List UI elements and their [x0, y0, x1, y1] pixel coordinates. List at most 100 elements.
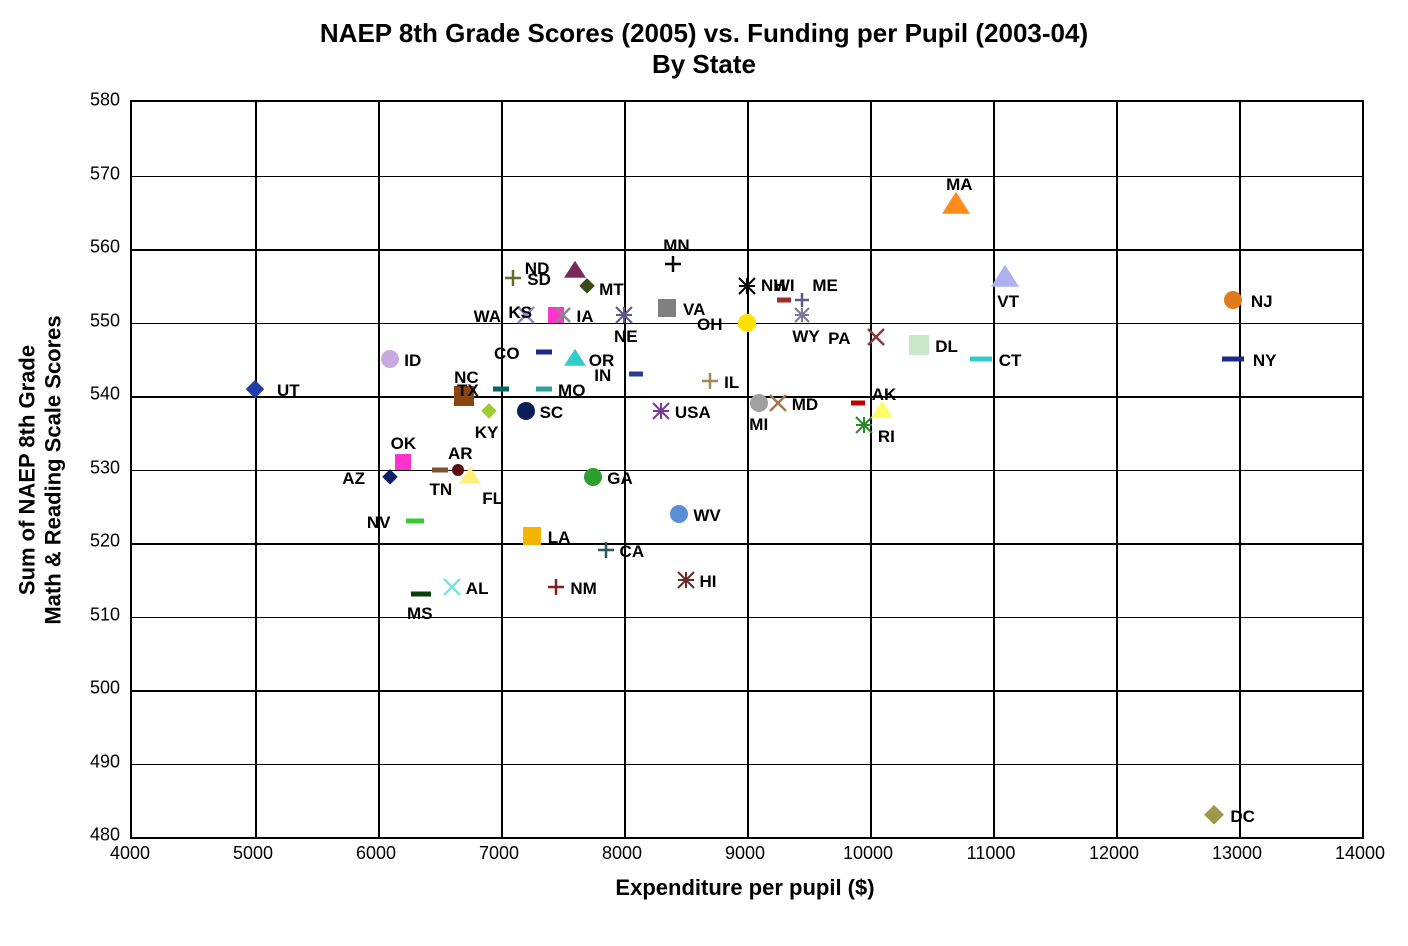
data-point-label: DL — [935, 337, 958, 357]
data-point-label: CA — [620, 542, 645, 562]
data-point — [564, 261, 586, 278]
data-point — [406, 518, 424, 523]
data-point — [382, 469, 398, 485]
data-point — [856, 417, 872, 433]
y-gridline — [132, 690, 1362, 692]
data-point — [579, 278, 595, 294]
data-point-label: OK — [391, 434, 417, 454]
data-point — [795, 308, 809, 322]
y-axis-label-line2: Math & Reading Scale Scores — [40, 102, 66, 837]
data-point — [970, 357, 992, 362]
data-point — [770, 395, 786, 411]
y-tick-label: 560 — [90, 237, 120, 258]
data-point-label: AL — [466, 579, 489, 599]
data-point-label: VT — [997, 292, 1019, 312]
data-point — [658, 299, 676, 317]
y-tick-label: 510 — [90, 604, 120, 625]
data-point — [670, 505, 688, 523]
data-point — [702, 373, 718, 389]
data-point-label: TN — [430, 480, 453, 500]
data-point-label: MI — [749, 415, 768, 435]
y-tick-label: 500 — [90, 678, 120, 699]
x-tick-label: 9000 — [725, 843, 765, 864]
y-tick-label: 580 — [90, 90, 120, 111]
x-tick-label: 11000 — [967, 843, 1016, 864]
data-point — [584, 468, 602, 486]
data-point-label: NM — [570, 579, 596, 599]
data-point-label: AR — [448, 444, 473, 464]
data-point-label: NE — [614, 327, 638, 347]
data-point — [432, 467, 448, 472]
data-point-label: NV — [367, 513, 391, 533]
data-point-label: FL — [482, 489, 503, 509]
data-point — [665, 256, 681, 272]
chart-title: NAEP 8th Grade Scores (2005) vs. Funding… — [0, 18, 1408, 80]
data-point — [246, 380, 264, 398]
data-point-label: DC — [1230, 807, 1255, 827]
data-point-label: NJ — [1251, 292, 1273, 312]
data-point-label: WI — [774, 276, 795, 296]
data-point-label: AZ — [342, 469, 365, 489]
data-point-label: MO — [558, 381, 585, 401]
y-gridline — [132, 617, 1362, 619]
data-point-label: KY — [475, 423, 499, 443]
data-point-label: MD — [792, 395, 818, 415]
data-point — [1204, 805, 1224, 825]
data-point — [750, 394, 768, 412]
data-point — [777, 298, 791, 303]
data-point-label: HI — [700, 572, 717, 592]
data-point — [517, 402, 535, 420]
data-point — [629, 371, 643, 376]
data-point — [871, 400, 893, 417]
data-point — [444, 579, 460, 595]
data-point — [1224, 291, 1242, 309]
data-point-label: ND — [525, 259, 550, 279]
y-tick-label: 520 — [90, 531, 120, 552]
data-point — [505, 270, 521, 286]
y-gridline — [132, 176, 1362, 178]
data-point — [851, 401, 865, 406]
x-tick-label: 12000 — [1089, 843, 1139, 864]
data-point-label: GA — [607, 469, 633, 489]
data-point — [523, 527, 541, 545]
data-point — [616, 307, 632, 323]
data-point-label: MT — [599, 280, 624, 300]
data-point-label: TX — [457, 381, 479, 401]
data-point-label: UT — [277, 381, 300, 401]
data-point — [909, 335, 929, 355]
data-point-label: LA — [548, 528, 571, 548]
y-gridline — [132, 470, 1362, 472]
data-point — [738, 314, 756, 332]
data-point-label: RI — [878, 427, 895, 447]
data-point-label: WY — [792, 327, 819, 347]
y-gridline — [132, 764, 1362, 766]
data-point — [868, 329, 884, 345]
data-point-label: CT — [999, 351, 1022, 371]
data-point-label: KS — [508, 303, 532, 323]
data-point-label: MS — [407, 604, 433, 624]
data-point-label: NY — [1253, 351, 1277, 371]
data-point-label: IA — [577, 307, 594, 327]
data-point-label: WV — [693, 506, 720, 526]
data-point — [481, 403, 497, 419]
x-tick-label: 6000 — [356, 843, 396, 864]
data-point — [991, 265, 1019, 287]
y-gridline — [132, 543, 1362, 545]
chart-title-line1: NAEP 8th Grade Scores (2005) vs. Funding… — [0, 18, 1408, 49]
data-point-label: IL — [724, 373, 739, 393]
data-point-label: WA — [474, 307, 501, 327]
data-point-label: USA — [675, 403, 711, 423]
data-point-label: PA — [828, 329, 850, 349]
plot-area: UTIDOKAZNVMSALTNARFLNCKYTXSCSDWALANMMOCO… — [130, 100, 1364, 839]
data-point — [598, 542, 614, 558]
x-tick-label: 13000 — [1212, 843, 1262, 864]
x-tick-label: 4000 — [110, 843, 150, 864]
x-tick-label: 5000 — [233, 843, 273, 864]
data-point — [493, 386, 509, 391]
data-point — [536, 349, 552, 354]
chart-root: NAEP 8th Grade Scores (2005) vs. Funding… — [0, 0, 1408, 946]
x-tick-label: 14000 — [1335, 843, 1385, 864]
data-point-label: ME — [812, 276, 838, 296]
data-point-label: OH — [697, 315, 723, 335]
y-axis-label-line1: Sum of NAEP 8th Grade — [14, 102, 40, 837]
